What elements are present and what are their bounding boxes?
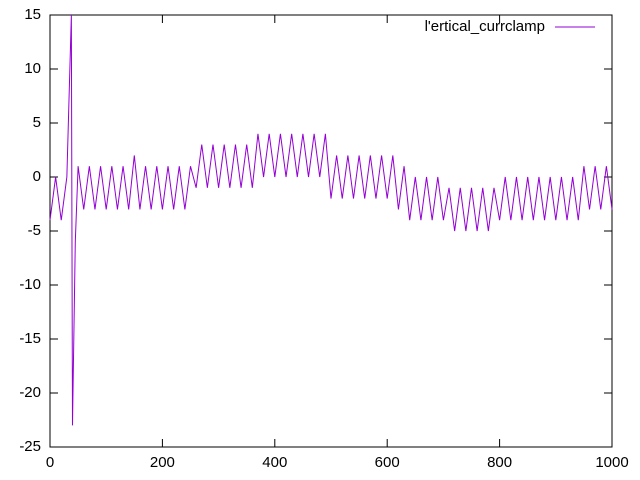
y-tick-label: -15 bbox=[19, 330, 41, 347]
x-tick-label: 1000 bbox=[595, 454, 628, 471]
x-tick-label: 200 bbox=[150, 454, 175, 471]
data-line bbox=[49, 14, 613, 426]
y-tick-label: -5 bbox=[28, 222, 41, 239]
x-tick-label: 0 bbox=[46, 454, 54, 471]
y-tick-label: -25 bbox=[19, 438, 41, 455]
y-tick-label: 15 bbox=[24, 6, 41, 23]
legend-label: l'ertical_currclamp bbox=[425, 18, 545, 35]
y-tick-label: -10 bbox=[19, 276, 41, 293]
x-tick-label: 400 bbox=[262, 454, 287, 471]
y-tick-label: 10 bbox=[24, 60, 41, 77]
plot-frame bbox=[49, 14, 613, 448]
y-tick-label: 5 bbox=[33, 114, 41, 131]
x-tick-label: 800 bbox=[487, 454, 512, 471]
y-tick-label: 0 bbox=[33, 168, 41, 185]
x-tick-label: 600 bbox=[375, 454, 400, 471]
y-tick-label: -20 bbox=[19, 384, 41, 401]
